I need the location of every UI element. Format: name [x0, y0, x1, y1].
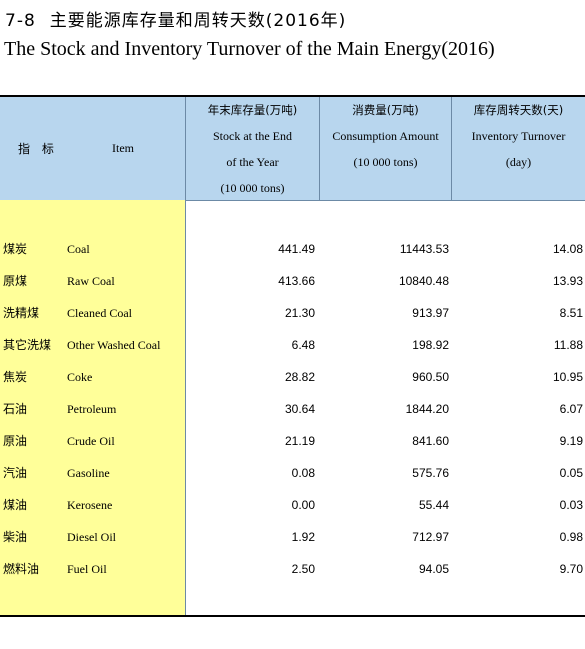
table-bottom-rule — [0, 615, 585, 617]
cell-stock: 1.92 — [291, 530, 315, 544]
cell-stock: 21.19 — [284, 434, 315, 448]
cell-turnover: 0.03 — [559, 498, 583, 512]
cell-turnover: 11.88 — [553, 338, 583, 352]
header-consumption-cn: 消费量(万吨) — [352, 103, 419, 117]
row-label-cn: 煤油 — [3, 498, 28, 512]
cell-stock: 30.64 — [284, 402, 315, 416]
table-row: 焦炭 Coke 28.82 960.50 10.95 — [0, 361, 585, 393]
row-label-en: Coal — [67, 242, 90, 256]
cell-turnover: 14.08 — [552, 242, 583, 256]
row-label-cn: 其它洗煤 — [3, 338, 52, 352]
row-label-en: Crude Oil — [67, 434, 115, 448]
cell-consumption: 55.44 — [418, 498, 449, 512]
header-consumption-en: Consumption Amount — [332, 129, 439, 143]
row-label-cn: 石油 — [3, 402, 28, 416]
table-row: 石油 Petroleum 30.64 1844.20 6.07 — [0, 393, 585, 425]
cell-stock: 413.66 — [278, 274, 315, 288]
row-label-en: Fuel Oil — [67, 562, 107, 576]
row-label-en: Kerosene — [67, 498, 113, 512]
header-turnover-en: Inventory Turnover — [471, 129, 566, 143]
header-stock-cn: 年末库存量(万吨) — [207, 102, 298, 117]
row-label-cn: 汽油 — [3, 466, 28, 480]
header-stock-en-line2: of the Year — [226, 154, 279, 169]
header-stock-unit: (10 000 tons) — [220, 180, 285, 195]
cell-turnover: 10.95 — [552, 370, 583, 384]
cell-consumption: 10840.48 — [398, 274, 449, 288]
row-label-en: Diesel Oil — [67, 530, 116, 544]
table-row: 汽油 Gasoline 0.08 575.76 0.05 — [0, 457, 585, 489]
header-stock: 年末库存量(万吨) Stock at the End of the Year (… — [186, 97, 319, 200]
column-divider — [185, 97, 186, 200]
header-indicator-cn: 指 标 — [18, 142, 58, 156]
row-label-en: Cleaned Coal — [67, 306, 132, 320]
header-consumption-unit: (10 000 tons) — [353, 155, 418, 169]
row-label-cn: 燃料油 — [3, 562, 40, 576]
cell-turnover: 0.05 — [559, 466, 583, 480]
cell-turnover: 6.07 — [559, 402, 583, 416]
row-label-cn: 焦炭 — [3, 370, 28, 384]
cell-stock: 6.48 — [291, 338, 315, 352]
column-divider — [319, 97, 320, 200]
table-row: 煤油 Kerosene 0.00 55.44 0.03 — [0, 489, 585, 521]
table-row: 其它洗煤 Other Washed Coal 6.48 198.92 11.88 — [0, 329, 585, 361]
table-row: 煤炭 Coal 441.49 11443.53 14.08 — [0, 233, 585, 265]
table-top-rule — [0, 95, 585, 97]
row-label-en: Gasoline — [67, 466, 110, 480]
table-number: 7-8 — [5, 11, 36, 31]
cell-consumption: 198.92 — [412, 338, 449, 352]
row-label-en: Other Washed Coal — [67, 338, 161, 352]
cell-turnover: 13.93 — [552, 274, 583, 288]
row-label-en: Coke — [67, 370, 93, 384]
cell-turnover: 9.19 — [559, 434, 583, 448]
cell-stock: 2.50 — [291, 562, 315, 576]
header-turnover: 库存周转天数(天) Inventory Turnover (day) — [452, 97, 585, 200]
cell-consumption: 11443.53 — [399, 242, 449, 256]
table-row: 燃料油 Fuel Oil 2.50 94.05 9.70 — [0, 553, 585, 585]
label-column — [0, 200, 186, 615]
cell-consumption: 913.97 — [412, 306, 449, 320]
row-label-en: Raw Coal — [67, 274, 115, 288]
cell-turnover: 9.70 — [559, 562, 583, 576]
cell-consumption: 575.76 — [412, 466, 449, 480]
cell-stock: 0.00 — [291, 498, 315, 512]
row-label-cn: 原油 — [3, 434, 28, 448]
cell-consumption: 960.50 — [412, 370, 449, 384]
table-row: 原油 Crude Oil 21.19 841.60 9.19 — [0, 425, 585, 457]
cell-stock: 441.49 — [278, 242, 315, 256]
cell-consumption: 1844.20 — [405, 402, 449, 416]
row-label-cn: 煤炭 — [3, 242, 28, 256]
header-consumption: 消费量(万吨) Consumption Amount (10 000 tons) — [320, 97, 451, 200]
cell-consumption: 712.97 — [412, 530, 449, 544]
header-stock-en-line1: Stock at the End — [213, 128, 292, 143]
table-row: 原煤 Raw Coal 413.66 10840.48 13.93 — [0, 265, 585, 297]
table-row: 柴油 Diesel Oil 1.92 712.97 0.98 — [0, 521, 585, 553]
page-title-cn: 7-8 主要能源库存量和周转天数(2016年) — [5, 6, 346, 31]
cell-consumption: 841.60 — [412, 434, 449, 448]
cell-turnover: 8.51 — [559, 306, 583, 320]
header-turnover-unit: (day) — [505, 155, 532, 169]
header-turnover-cn: 库存周转天数(天) — [473, 103, 564, 117]
row-label-en: Petroleum — [67, 402, 117, 416]
cell-stock: 21.30 — [284, 306, 315, 320]
row-label-cn: 洗精煤 — [3, 306, 40, 320]
cell-consumption: 94.05 — [418, 562, 449, 576]
row-label-cn: 原煤 — [3, 274, 28, 288]
page-title-en: The Stock and Inventory Turnover of the … — [4, 38, 495, 60]
row-label-cn: 柴油 — [3, 530, 28, 544]
cell-stock: 0.08 — [291, 466, 315, 480]
column-divider — [451, 97, 452, 200]
cell-stock: 28.82 — [284, 370, 315, 384]
title-cn-text: 主要能源库存量和周转天数(2016年) — [49, 11, 347, 31]
header-item-en: Item — [112, 141, 134, 155]
table-row: 洗精煤 Cleaned Coal 21.30 913.97 8.51 — [0, 297, 585, 329]
table-header: 年末库存量(万吨) Stock at the End of the Year (… — [0, 97, 585, 201]
cell-turnover: 0.98 — [559, 530, 583, 544]
